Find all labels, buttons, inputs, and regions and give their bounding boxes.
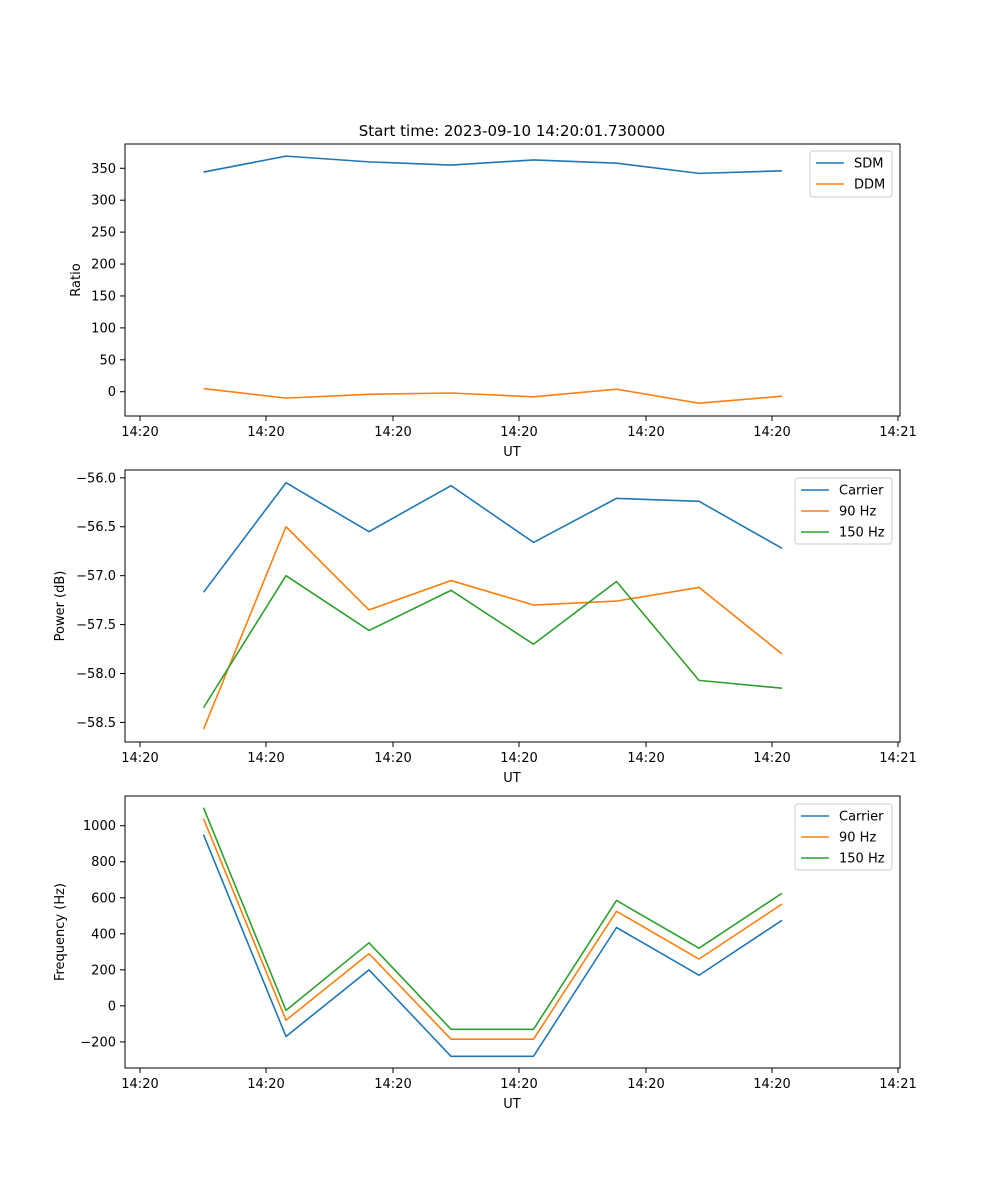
y-tick-label: −200: [80, 1035, 116, 1050]
series-line-150-hz: [202, 807, 783, 1031]
plot-frame: [124, 795, 901, 1069]
x-tick-label: 14:20: [247, 425, 284, 440]
x-axis-label: UT: [503, 445, 521, 460]
x-tick-label: 14:20: [627, 425, 664, 440]
chart-panel-2: 14:20 14:20 14:20 14:20 14:20 14:20 14:21 UT −58…: [53, 469, 917, 786]
chart-panel-3: 14:20 14:20 14:20 14:20 14:20 14:20 14:21 UT −20…: [53, 795, 917, 1112]
x-tick-label: 14:20: [374, 1077, 411, 1092]
legend-label: SDM: [854, 157, 883, 172]
x-tick-label: 14:20: [121, 751, 158, 766]
x-axis-label: UT: [503, 771, 521, 786]
legend-box: [794, 477, 893, 545]
y-tick-label: −58.0: [76, 667, 116, 682]
legend-label: 90 Hz: [839, 505, 876, 520]
x-tick-label: 14:21: [879, 751, 916, 766]
x-tick-label: 14:20: [374, 425, 411, 440]
x-tick-label: 14:20: [247, 751, 284, 766]
legend: SDM DDM: [809, 150, 893, 198]
x-tick-label: 14:20: [500, 751, 537, 766]
x-tick-label: 14:21: [879, 1077, 916, 1092]
series-line-90-hz: [202, 525, 783, 730]
x-tick-label: 14:20: [753, 425, 790, 440]
y-axis-label: Ratio: [69, 263, 84, 296]
y-tick-label: 250: [91, 226, 116, 241]
y-tick-label: −57.5: [76, 618, 116, 633]
y-tick-label: 150: [91, 289, 116, 304]
series-line-sdm: [203, 155, 783, 175]
x-axis-label: UT: [503, 1097, 521, 1112]
x-tick-label: 14:20: [247, 1077, 284, 1092]
plot-frame: [124, 143, 901, 417]
legend-label: 150 Hz: [839, 526, 885, 541]
legend-label: 150 Hz: [839, 852, 885, 867]
x-tick-label: 14:20: [500, 425, 537, 440]
legend-label: DDM: [854, 178, 885, 193]
y-tick-label: 0: [108, 385, 116, 400]
y-tick-label: −56.5: [76, 520, 116, 535]
x-tick-label: 14:20: [627, 1077, 664, 1092]
x-tick-label: 14:20: [500, 1077, 537, 1092]
y-tick-label: −56.0: [76, 471, 116, 486]
x-tick-label: 14:20: [753, 1077, 790, 1092]
y-tick-label: 200: [91, 963, 116, 978]
x-tick-label: 14:20: [121, 1077, 158, 1092]
x-tick-label: 14:20: [374, 751, 411, 766]
y-tick-label: 400: [91, 927, 116, 942]
x-tick-label: 14:20: [753, 751, 790, 766]
series-line-carrier: [202, 481, 783, 593]
y-axis-label: Frequency (Hz): [53, 883, 68, 981]
y-tick-label: 50: [99, 353, 116, 368]
y-tick-label: 1000: [83, 819, 116, 834]
chart-panel-1: 14:20 14:20 14:20 14:20 14:20 14:20 14:21 UT 0 50…: [69, 143, 917, 460]
legend: Carrier 90 Hz 150 Hz: [794, 803, 893, 871]
y-tick-label: 200: [91, 258, 116, 273]
y-tick-label: 100: [91, 321, 116, 336]
figure-title: Start time: 2023-09-10 14:20:01.730000: [359, 122, 665, 140]
y-tick-label: 0: [108, 999, 116, 1014]
y-tick-label: 600: [91, 891, 116, 906]
legend: Carrier 90 Hz 150 Hz: [794, 477, 893, 545]
series-line-ddm: [203, 387, 783, 405]
y-tick-label: −58.5: [76, 716, 116, 731]
y-axis-label: Power (dB): [53, 571, 68, 642]
y-tick-label: 300: [91, 194, 116, 209]
series-line-150-hz: [202, 574, 783, 709]
series-line-carrier: [202, 834, 783, 1058]
legend-box: [794, 803, 893, 871]
x-tick-label: 14:20: [121, 425, 158, 440]
legend-label: Carrier: [839, 810, 884, 825]
y-tick-label: 350: [91, 162, 116, 177]
y-tick-label: −57.0: [76, 569, 116, 584]
legend-label: 90 Hz: [839, 831, 876, 846]
y-tick-label: 800: [91, 855, 116, 870]
plot-frame: [124, 469, 901, 743]
x-tick-label: 14:20: [627, 751, 664, 766]
series-line-90-hz: [202, 818, 783, 1040]
x-tick-label: 14:21: [879, 425, 916, 440]
legend-label: Carrier: [839, 484, 884, 499]
